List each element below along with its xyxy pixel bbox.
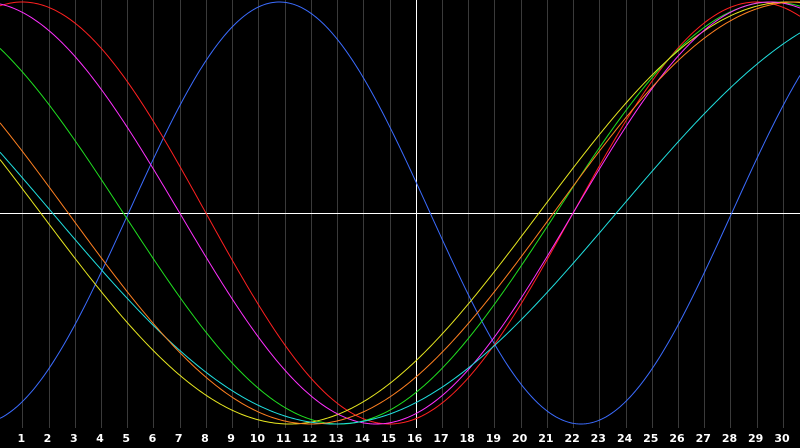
- x-tick-label-29: 29: [748, 432, 763, 445]
- x-tick-label-13: 13: [328, 432, 343, 445]
- x-axis-ticks: 1 2 3 4 5 6 7 8 9 10 11 12 13 14 15 16 17 18 19 20 21 22 23 24 2…: [17, 432, 790, 445]
- x-tick-label-3: 3: [70, 432, 78, 445]
- x-tick-label-5: 5: [122, 432, 130, 445]
- x-tick-label-22: 22: [564, 432, 579, 445]
- x-tick-label-7: 7: [175, 432, 183, 445]
- x-tick-label-1: 1: [17, 432, 25, 445]
- x-tick-label-19: 19: [486, 432, 501, 445]
- x-tick-label-28: 28: [722, 432, 737, 445]
- x-tick-label-17: 17: [433, 432, 448, 445]
- x-tick-label-2: 2: [44, 432, 52, 445]
- x-tick-label-16: 16: [407, 432, 423, 445]
- series-line-7: [0, 1, 800, 425]
- x-tick-label-25: 25: [643, 432, 658, 445]
- x-tick-label-4: 4: [96, 432, 104, 445]
- x-tick-label-6: 6: [149, 432, 157, 445]
- series-lines: [0, 1, 800, 425]
- series-line-5: [0, 1, 800, 425]
- x-tick-label-21: 21: [538, 432, 553, 445]
- x-tick-label-24: 24: [617, 432, 633, 445]
- crosshair: [0, 0, 800, 428]
- x-tick-label-11: 11: [276, 432, 291, 445]
- x-tick-label-14: 14: [355, 432, 371, 445]
- series-line-1: [0, 1, 800, 425]
- x-tick-label-30: 30: [774, 432, 790, 445]
- x-tick-label-20: 20: [512, 432, 528, 445]
- x-tick-label-23: 23: [591, 432, 606, 445]
- x-tick-label-18: 18: [460, 432, 475, 445]
- x-tick-label-9: 9: [227, 432, 235, 445]
- series-line-4: [0, 1, 800, 425]
- x-tick-label-27: 27: [696, 432, 711, 445]
- x-tick-label-26: 26: [669, 432, 685, 445]
- x-tick-label-12: 12: [302, 432, 317, 445]
- x-tick-label-10: 10: [250, 432, 266, 445]
- series-line-6: [0, 32, 800, 425]
- x-tick-label-8: 8: [201, 432, 209, 445]
- x-tick-label-15: 15: [381, 432, 396, 445]
